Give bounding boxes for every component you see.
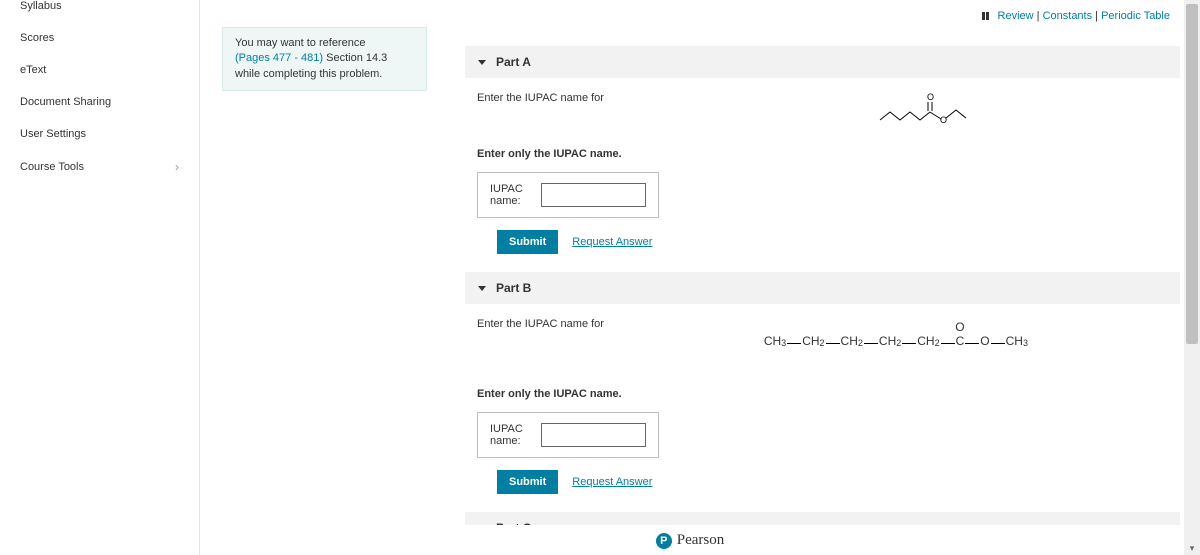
skeletal-structure-icon: O O: [878, 92, 978, 130]
pearson-brand-text: Pearson: [677, 532, 725, 549]
sidebar-item-etext[interactable]: eText: [0, 54, 199, 86]
part-b-input-label: IUPAC name:: [490, 423, 535, 447]
sidebar-item-user-settings[interactable]: User Settings: [0, 118, 199, 150]
scrollbar[interactable]: ▾: [1184, 0, 1200, 555]
sidebar-item-document-sharing[interactable]: Document Sharing: [0, 86, 199, 118]
part-b-header[interactable]: Part B: [465, 272, 1180, 304]
top-links: Review | Constants | Periodic Table: [220, 0, 1180, 27]
svg-text:O: O: [927, 92, 934, 102]
part-b-title: Part B: [496, 281, 531, 295]
part-a-structure: O O: [624, 92, 1168, 130]
reference-line1: You may want to reference: [235, 37, 365, 49]
part-a-input[interactable]: [541, 183, 646, 207]
svg-text:O: O: [940, 115, 947, 125]
flag-icon: [982, 12, 990, 20]
part-a-input-label: IUPAC name:: [490, 183, 535, 207]
part-b-structure: CH3CH2CH2CH2CH2COOCH3: [624, 334, 1168, 370]
part-b-instruction: Enter only the IUPAC name.: [465, 384, 1180, 404]
sidebar-item-syllabus[interactable]: Syllabus: [0, 0, 199, 22]
part-b-prompt: Enter the IUPAC name for: [477, 318, 604, 330]
link-review[interactable]: Review: [998, 10, 1034, 22]
pearson-p-icon: P: [656, 533, 672, 549]
sidebar-item-course-tools[interactable]: Course Tools ›: [0, 150, 199, 184]
reference-box: You may want to reference (Pages 477 - 4…: [222, 27, 427, 91]
footer: P Pearson: [200, 525, 1180, 555]
pearson-logo: P Pearson: [656, 532, 725, 549]
part-b-input[interactable]: [541, 423, 646, 447]
content-column: Part A Enter the IUPAC name for O O: [465, 46, 1180, 555]
part-a-header[interactable]: Part A: [465, 46, 1180, 78]
collapse-icon: [478, 60, 486, 65]
sidebar-item-label: Course Tools: [20, 161, 84, 173]
part-a-instruction: Enter only the IUPAC name.: [465, 144, 1180, 164]
scroll-down-icon[interactable]: ▾: [1184, 541, 1200, 555]
part-a-input-row: IUPAC name:: [477, 172, 659, 218]
part-a-title: Part A: [496, 55, 531, 69]
part-a-request-answer-link[interactable]: Request Answer: [572, 236, 652, 248]
collapse-icon: [478, 286, 486, 291]
part-b-request-answer-link[interactable]: Request Answer: [572, 476, 652, 488]
sidebar-item-scores[interactable]: Scores: [0, 22, 199, 54]
link-periodic-table[interactable]: Periodic Table: [1101, 10, 1170, 22]
part-b-input-row: IUPAC name:: [477, 412, 659, 458]
part-a-prompt: Enter the IUPAC name for: [477, 92, 604, 104]
sidebar-item-label: User Settings: [20, 128, 86, 140]
sidebar-item-label: eText: [20, 64, 46, 76]
sidebar: Syllabus Scores eText Document Sharing U…: [0, 0, 200, 555]
part-b-submit-button[interactable]: Submit: [497, 470, 558, 494]
scrollbar-thumb[interactable]: [1186, 4, 1198, 344]
main-content: Review | Constants | Periodic Table You …: [200, 0, 1200, 555]
sidebar-item-label: Document Sharing: [20, 96, 111, 108]
link-constants[interactable]: Constants: [1043, 10, 1093, 22]
part-a-submit-button[interactable]: Submit: [497, 230, 558, 254]
reference-pages[interactable]: (Pages 477 - 481): [235, 52, 323, 64]
chevron-right-icon: ›: [175, 160, 179, 174]
sidebar-item-label: Syllabus: [20, 0, 62, 12]
sidebar-item-label: Scores: [20, 32, 54, 44]
